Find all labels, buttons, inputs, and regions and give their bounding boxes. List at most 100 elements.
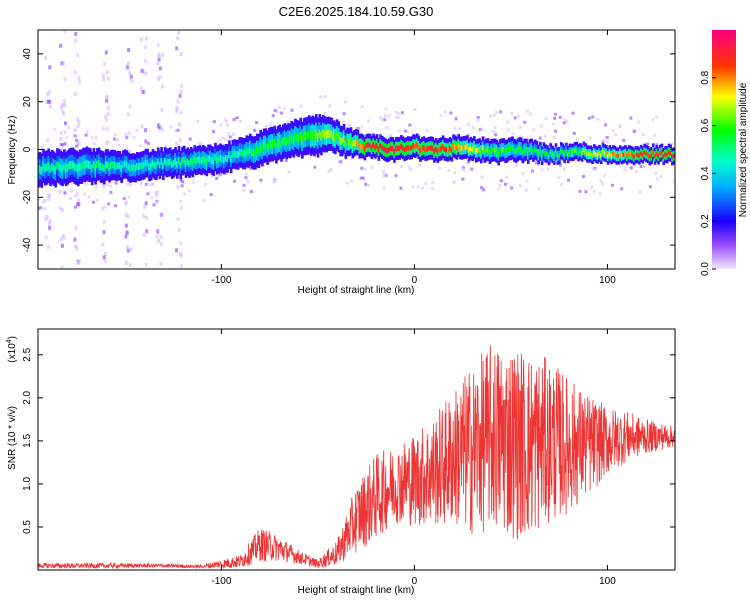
spectrogram-noise-cell <box>132 135 136 139</box>
spectrogram-ridge-core <box>591 153 594 158</box>
spectrogram-ridge-core <box>500 147 504 153</box>
spectrogram-ridge-core <box>287 136 290 145</box>
spectrogram-noise-cell <box>102 255 106 260</box>
spectrogram-noise-cell <box>74 31 78 36</box>
spectrogram-noise-cell <box>115 138 119 142</box>
spectrogram-noise-cell <box>63 191 67 195</box>
spectrogram-ridge-core <box>188 160 191 167</box>
spectrogram-noise-cell <box>73 194 77 198</box>
spectrogram-noise-cell <box>38 196 41 200</box>
spectrogram-ridge-core <box>153 161 156 169</box>
spectrogram-ridge-core <box>450 147 454 153</box>
spectrogram-noise-cell <box>478 136 482 140</box>
spectrogram-noise-cell <box>101 77 105 82</box>
spectrogram-ridge-core <box>221 155 224 163</box>
spectrogram-noise-cell <box>159 262 163 267</box>
spectrogram-noise-cell <box>653 133 657 137</box>
spectrogram-ridge-core <box>203 157 207 164</box>
spectrogram-ridge-core <box>323 130 327 139</box>
spectrogram-ridge-core <box>196 156 200 164</box>
spectrogram-noise-cell <box>279 111 283 115</box>
spectrogram-noise-cell <box>382 170 386 174</box>
spectrogram-ridge-core <box>214 153 217 161</box>
spectrogram-ridge-core <box>408 145 412 151</box>
spectrogram-ridge-core <box>308 129 311 139</box>
spectrogram-x-ticks: -100 0 100 <box>211 30 616 286</box>
spectrogram-noise-cell <box>179 52 183 57</box>
spectrogram-ridge-core <box>198 156 202 163</box>
spectrogram-ridge-core <box>440 146 443 152</box>
spectrogram-noise-cell <box>73 70 77 75</box>
spectrogram-ridge-core <box>490 147 494 154</box>
spectrogram-noise-cell <box>53 127 57 131</box>
spectrogram-noise-cell <box>142 70 146 75</box>
spectrogram-ridge-core <box>651 149 655 154</box>
spectrogram-ridge-core <box>283 136 287 145</box>
spectrogram-ridge-core <box>52 164 56 173</box>
spectrogram-ridge-core <box>156 158 160 166</box>
spectrogram-noise-cell <box>519 134 523 138</box>
spectrogram-noise-cell <box>48 90 52 95</box>
spectrogram-ridge-core <box>405 145 408 152</box>
spectrogram-noise-cell <box>84 183 88 187</box>
spectrogram-noise-cell <box>148 183 152 187</box>
spectrogram-noise-cell <box>244 172 248 176</box>
spectrogram-noise-cell <box>175 105 179 110</box>
snr-x-tick-label: 100 <box>599 576 616 587</box>
spectrogram-noise-cell <box>141 90 145 95</box>
spectrogram-ridge-core <box>252 149 256 158</box>
spectrogram-ridge-core <box>90 164 94 173</box>
spectrogram-noise-cell <box>179 178 183 183</box>
spectrogram-noise-cell <box>160 84 164 89</box>
spectrogram-noise-cell <box>157 126 161 130</box>
spectrogram-ridge-core <box>632 154 636 159</box>
spectrogram-noise-cell <box>125 146 129 150</box>
spectrogram-noise-cell <box>146 192 150 196</box>
spectrogram-ridge-core <box>155 162 158 170</box>
spectrogram-noise-cell <box>558 163 562 167</box>
spectrogram-noise-cell <box>380 118 384 122</box>
spectrogram-noise-cell <box>175 141 179 146</box>
spectrogram-ridge-core <box>49 164 52 173</box>
spectrogram-ridge-core <box>415 142 419 148</box>
spectrogram-noise-cell <box>124 202 128 206</box>
spectrogram-noise-cell <box>461 177 465 181</box>
spectrogram-noise-cell <box>76 53 80 58</box>
spectrogram-ridge-core <box>539 149 542 154</box>
spectrogram-ridge-core <box>516 147 520 153</box>
spectrogram-noise-cell <box>466 160 470 164</box>
spectrogram-noise-cell <box>102 230 106 235</box>
spectrogram-ridge-core <box>650 153 653 158</box>
spectrogram-ridge-core <box>639 151 643 156</box>
spectrogram-noise-cell <box>655 143 659 147</box>
spectrogram-noise-cell <box>197 142 201 146</box>
spectrogram-ridge-core <box>377 146 381 153</box>
spectrogram-ridge-core <box>504 148 507 155</box>
spectrogram-ridge-core <box>387 147 391 153</box>
spectrogram-noise-cell <box>639 165 643 169</box>
spectrogram-ridge-core <box>250 148 254 157</box>
spectrogram-noise-cell <box>177 30 181 35</box>
spectrogram-noise-cell <box>105 94 109 99</box>
spectrogram-ridge-core <box>325 130 328 139</box>
spectrogram-x-axis-label: Height of straight line (km) <box>298 285 415 296</box>
spectrogram-noise-cell <box>182 192 186 196</box>
spectrogram-ridge-core <box>521 149 525 155</box>
spectrogram-noise-cell <box>129 247 133 252</box>
spectrogram-ridge-core <box>514 148 518 155</box>
spectrogram-ridge-core <box>151 160 155 167</box>
spectrogram-ridge-core <box>554 149 558 154</box>
spectrogram-noise-cell <box>160 52 164 57</box>
spectrogram-ridge-core <box>273 138 276 147</box>
spectrogram-noise-cell <box>611 183 615 187</box>
spectrogram-noise-cell <box>176 99 180 104</box>
spectrogram-noise-cell <box>127 195 131 199</box>
figure-title: C2E6.2025.184.10.59.G30 <box>279 4 434 19</box>
spectrogram-y-tick-label: -20 <box>22 190 33 205</box>
spectrogram-noise-cell <box>159 241 163 246</box>
spectrogram-ridge-core <box>535 148 539 154</box>
spectrogram-noise-cell <box>176 185 180 190</box>
spectrogram-ridge-core <box>304 131 308 141</box>
spectrogram-noise-cell <box>253 128 257 132</box>
spectrogram-noise-cell <box>124 223 128 228</box>
